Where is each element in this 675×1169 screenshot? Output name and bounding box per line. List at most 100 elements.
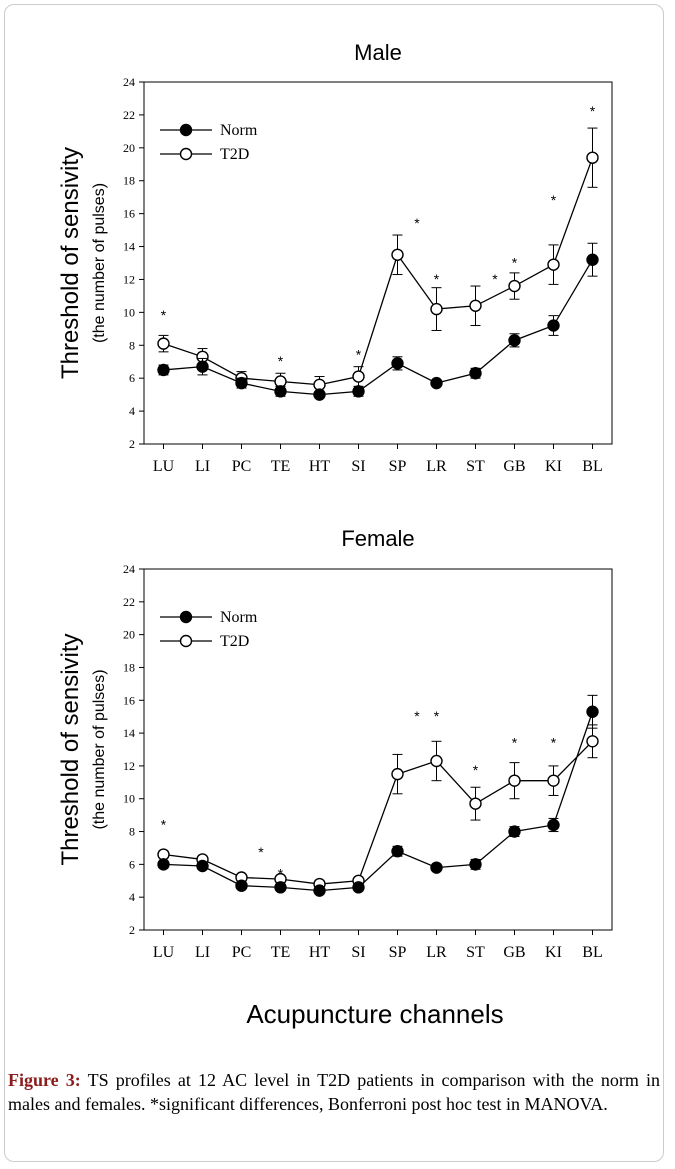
data-point-norm	[586, 253, 599, 266]
data-point-t2d	[508, 774, 521, 787]
x-tick-label-lu: LU	[153, 458, 175, 475]
significance-marker: *	[434, 271, 440, 287]
data-point-t2d	[586, 735, 599, 748]
y-tick-label: 14	[123, 726, 135, 740]
chart-title: Male	[354, 40, 402, 65]
x-tick-label-pc: PC	[232, 458, 252, 475]
series-line-norm	[163, 259, 594, 396]
y-tick-label: 2	[129, 437, 135, 451]
data-point-norm	[508, 825, 521, 838]
series-line-t2d	[163, 157, 594, 386]
data-point-t2d	[469, 797, 482, 810]
caption-label: Figure 3:	[8, 1070, 81, 1090]
x-tick-label-ki: KI	[545, 458, 562, 475]
legend-marker	[179, 634, 193, 648]
legend-label: Norm	[220, 609, 258, 626]
data-point-t2d	[469, 299, 482, 312]
caption-text: TS profiles at 12 AC level in T2D patien…	[8, 1070, 661, 1114]
y-tick-label: 8	[129, 338, 135, 352]
data-point-norm	[313, 388, 326, 401]
significance-marker: *	[551, 192, 557, 208]
data-point-norm	[235, 376, 248, 390]
significance-marker: *	[414, 215, 420, 231]
y-tick-label: 10	[123, 305, 135, 319]
x-tick-label-ht: HT	[309, 944, 331, 961]
x-tick-label-sp: SP	[389, 458, 407, 475]
y-tick-label: 20	[123, 141, 135, 155]
significance-marker: *	[512, 734, 518, 750]
y-tick-label: 10	[123, 792, 135, 806]
significance-marker: *	[434, 708, 440, 724]
significance-marker: *	[473, 762, 479, 778]
data-point-t2d	[586, 151, 599, 164]
x-tick-label-gb: GB	[503, 458, 525, 475]
x-tick-label-te: TE	[271, 458, 291, 475]
x-tick-label-sp: SP	[389, 944, 407, 961]
x-axis-title: Acupuncture channels	[246, 999, 503, 1029]
series-line-t2d	[163, 740, 593, 885]
data-point-norm	[391, 845, 404, 858]
data-point-norm	[508, 334, 521, 347]
y-tick-label: 4	[129, 404, 135, 418]
legend-label: Norm	[220, 122, 258, 139]
y-tick-label: 6	[129, 371, 135, 385]
significance-marker: *	[512, 254, 518, 270]
legend-marker	[179, 123, 193, 137]
data-point-norm	[352, 385, 365, 398]
x-tick-label-li: LI	[195, 458, 210, 475]
significance-marker: *	[414, 708, 420, 724]
data-point-t2d	[547, 774, 560, 787]
data-point-norm	[430, 861, 443, 874]
x-tick-label-lu: LU	[153, 944, 175, 961]
data-point-norm	[430, 376, 443, 390]
data-point-t2d	[391, 767, 404, 781]
data-point-t2d	[391, 248, 404, 261]
data-point-norm	[157, 858, 170, 871]
y-tick-label: 20	[123, 628, 135, 642]
y-tick-label: 14	[123, 240, 135, 254]
x-tick-label-gb: GB	[503, 944, 525, 961]
x-tick-label-lr: LR	[426, 458, 447, 475]
significance-marker: *	[492, 271, 498, 287]
data-point-t2d	[430, 302, 443, 316]
y-tick-label: 8	[129, 825, 135, 839]
data-point-norm	[196, 859, 209, 873]
x-tick-label-bl: BL	[582, 944, 602, 961]
x-tick-label-bl: BL	[582, 458, 602, 475]
y-tick-label: 18	[123, 174, 135, 188]
y-axis-subtitle: (the number of pulses)	[91, 183, 108, 343]
plot-area-frame	[143, 81, 613, 445]
x-tick-label-st: ST	[466, 458, 485, 475]
data-point-norm	[196, 360, 209, 373]
x-tick-label-lr: LR	[426, 944, 447, 961]
data-point-t2d	[547, 258, 560, 271]
data-point-norm	[469, 858, 482, 871]
data-point-norm	[547, 818, 560, 832]
chart-title: Female	[341, 526, 414, 551]
data-point-norm	[235, 879, 248, 892]
data-point-norm	[157, 363, 170, 377]
y-axis-title: Threshold of sensivity	[57, 147, 84, 379]
legend-label: T2D	[220, 633, 249, 650]
data-point-norm	[352, 881, 365, 894]
figure-caption: Figure 3: TS profiles at 12 AC level in …	[8, 1068, 660, 1116]
x-tick-label-ki: KI	[545, 944, 562, 961]
significance-marker: *	[161, 816, 167, 832]
data-point-t2d	[508, 279, 521, 293]
data-point-norm	[469, 367, 482, 380]
y-tick-label: 16	[123, 207, 135, 221]
y-tick-label: 16	[123, 693, 135, 707]
y-tick-label: 12	[123, 272, 135, 286]
y-tick-label: 4	[129, 890, 135, 904]
x-tick-label-st: ST	[466, 944, 485, 961]
y-tick-label: 12	[123, 759, 135, 773]
y-tick-label: 22	[123, 108, 135, 122]
y-tick-label: 2	[129, 923, 135, 937]
significance-marker: *	[356, 347, 362, 363]
data-point-t2d	[352, 370, 365, 383]
y-tick-label: 6	[129, 857, 135, 871]
x-tick-label-si: SI	[351, 944, 365, 961]
legend-marker	[179, 147, 193, 161]
